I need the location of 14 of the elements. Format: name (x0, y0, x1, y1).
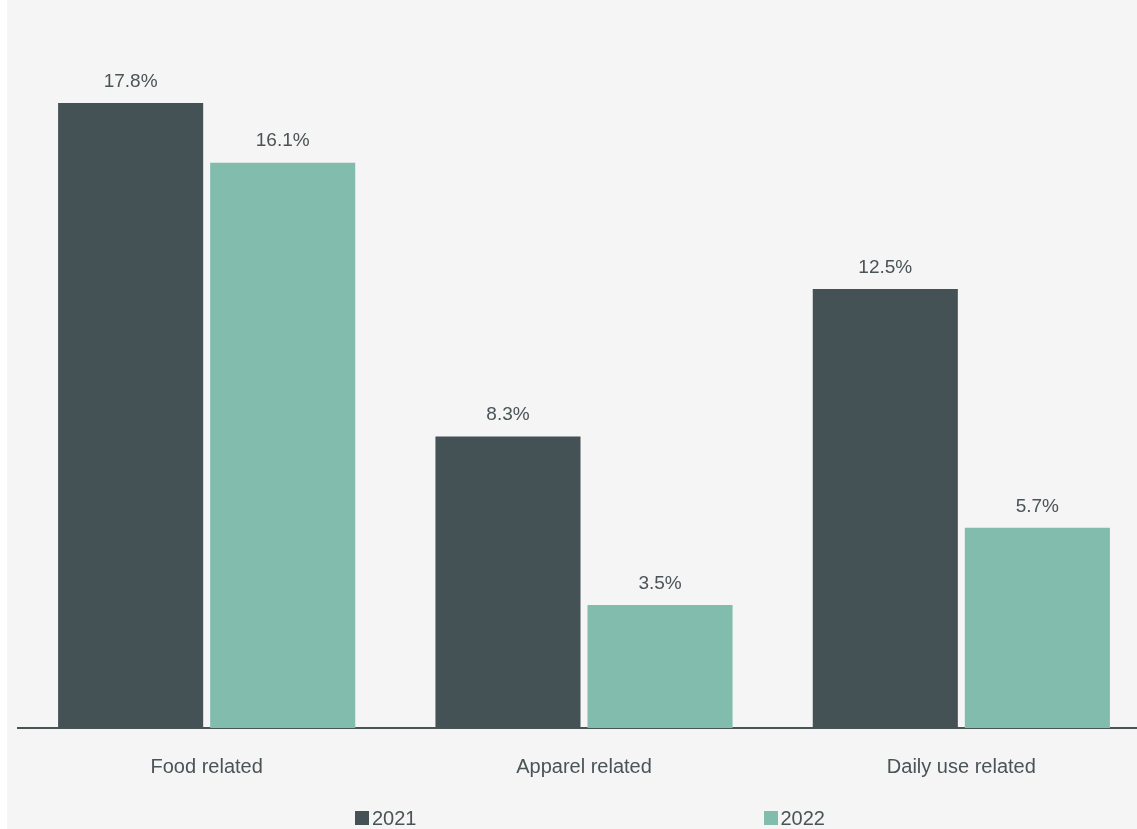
bar (587, 605, 733, 728)
legend-label: 2021 (372, 806, 417, 829)
data-label: 8.3% (486, 403, 530, 425)
x-tick-label: Daily use related (886, 754, 1036, 777)
data-label: 12.5% (858, 255, 913, 277)
x-tick-label: Apparel related (516, 754, 652, 777)
data-label: 3.5% (638, 571, 682, 593)
data-label: 17.8% (103, 69, 158, 91)
x-tick-label: Food related (150, 754, 263, 777)
legend-label: 2022 (780, 806, 825, 829)
data-label: 16.1% (255, 129, 310, 151)
data-label: 5.7% (1015, 494, 1060, 516)
bar (210, 162, 356, 728)
bar (964, 527, 1110, 728)
